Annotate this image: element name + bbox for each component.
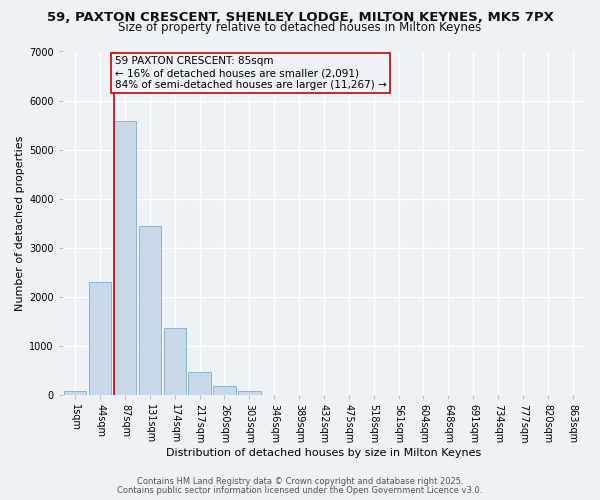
Text: 59, PAXTON CRESCENT, SHENLEY LODGE, MILTON KEYNES, MK5 7PX: 59, PAXTON CRESCENT, SHENLEY LODGE, MILT… — [47, 11, 553, 24]
Text: Contains public sector information licensed under the Open Government Licence v3: Contains public sector information licen… — [118, 486, 482, 495]
Text: 59 PAXTON CRESCENT: 85sqm
← 16% of detached houses are smaller (2,091)
84% of se: 59 PAXTON CRESCENT: 85sqm ← 16% of detac… — [115, 56, 387, 90]
Bar — [114, 121, 136, 395]
Bar — [139, 226, 161, 395]
Bar — [164, 328, 186, 395]
Text: Size of property relative to detached houses in Milton Keynes: Size of property relative to detached ho… — [118, 22, 482, 35]
Bar — [238, 391, 260, 395]
Bar — [188, 372, 211, 395]
X-axis label: Distribution of detached houses by size in Milton Keynes: Distribution of detached houses by size … — [166, 448, 482, 458]
Y-axis label: Number of detached properties: Number of detached properties — [15, 136, 25, 311]
Bar — [89, 282, 112, 395]
Bar — [213, 386, 236, 395]
Text: Contains HM Land Registry data © Crown copyright and database right 2025.: Contains HM Land Registry data © Crown c… — [137, 477, 463, 486]
Bar — [64, 391, 86, 395]
